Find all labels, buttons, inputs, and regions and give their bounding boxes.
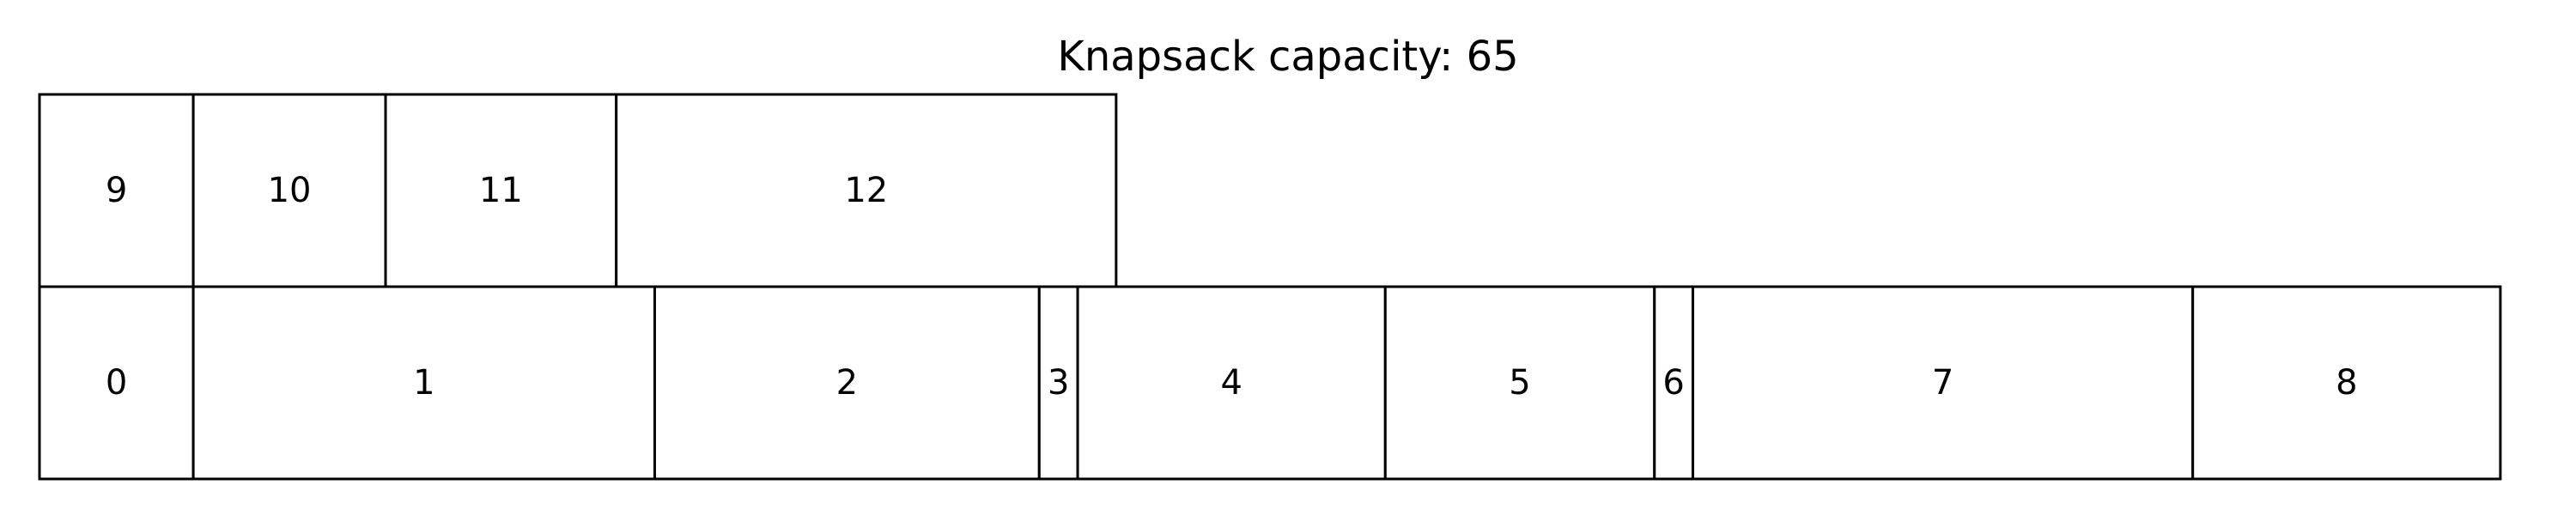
item-label: 11 — [479, 171, 523, 210]
item-label: 2 — [836, 363, 858, 403]
item-box-12: 12 — [615, 93, 1118, 288]
item-rect — [38, 285, 195, 481]
item-box-4: 4 — [1076, 285, 1387, 481]
item-label: 12 — [844, 171, 888, 210]
item-label: 1 — [413, 363, 434, 403]
item-box-6: 6 — [1653, 285, 1695, 481]
item-rect — [1383, 285, 1656, 481]
item-box-3: 3 — [1037, 285, 1079, 481]
item-label: 10 — [268, 171, 312, 210]
item-box-1: 1 — [191, 285, 656, 481]
item-label: 7 — [1932, 363, 1953, 403]
item-box-0: 0 — [38, 285, 195, 481]
item-box-7: 7 — [1692, 285, 2195, 481]
item-box-5: 5 — [1383, 285, 1656, 481]
item-boxes: 0 1 2 3 4 5 6 7 89 10 11 12 — [38, 93, 2502, 481]
item-label: 4 — [1220, 363, 1242, 403]
item-rect — [38, 93, 195, 288]
diagram-title: Knapsack capacity: 65 — [1057, 33, 1518, 81]
item-label: 6 — [1662, 363, 1684, 403]
item-rect — [1653, 285, 1695, 481]
item-label: 5 — [1509, 363, 1530, 403]
item-label: 9 — [106, 171, 127, 210]
item-rect — [191, 285, 656, 481]
item-box-9: 9 — [38, 93, 195, 288]
item-box-11: 11 — [384, 93, 618, 288]
item-box-8: 8 — [2191, 285, 2502, 481]
item-label: 0 — [106, 363, 127, 403]
item-box-2: 2 — [653, 285, 1041, 481]
item-rect — [1076, 285, 1387, 481]
item-rect — [1692, 285, 2195, 481]
item-label: 3 — [1048, 363, 1069, 403]
item-rect — [384, 93, 618, 288]
item-label: 8 — [2336, 363, 2357, 403]
item-box-10: 10 — [191, 93, 387, 288]
item-rect — [2191, 285, 2502, 481]
item-rect — [615, 93, 1118, 288]
